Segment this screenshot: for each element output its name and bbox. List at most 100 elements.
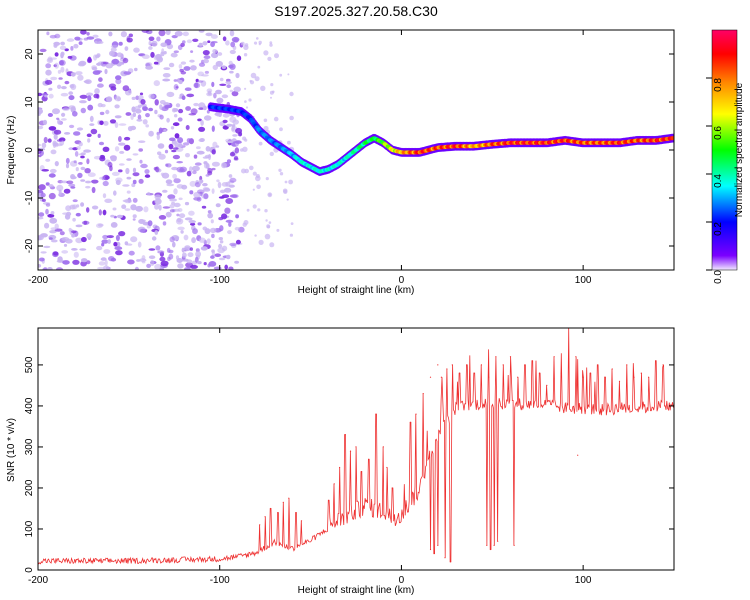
noise-speck	[98, 261, 106, 266]
noise-speck	[140, 163, 148, 169]
noise-speck	[54, 52, 59, 57]
noise-speck	[169, 236, 175, 243]
noise-speck	[162, 73, 171, 78]
noise-speck	[103, 120, 109, 126]
noise-speck	[232, 134, 238, 137]
noise-speck	[138, 148, 143, 152]
noise-speck	[107, 161, 113, 168]
noise-speck	[192, 170, 197, 175]
noise-speck	[158, 153, 166, 160]
noise-speck	[98, 209, 102, 216]
noise-speck	[180, 71, 187, 75]
noise-speck	[182, 252, 187, 258]
snr-xlabel: Height of straight line (km)	[298, 585, 415, 596]
noise-speck	[199, 138, 205, 142]
noise-speck	[41, 169, 49, 172]
scatter-speck	[278, 168, 282, 172]
noise-speck	[155, 245, 161, 251]
noise-speck	[114, 146, 120, 152]
noise-speck	[118, 142, 126, 146]
noise-speck	[125, 243, 133, 246]
noise-speck	[146, 263, 152, 268]
noise-speck	[228, 221, 232, 227]
noise-speck	[165, 163, 172, 168]
noise-speck	[166, 91, 175, 98]
scatter-speck	[250, 72, 257, 79]
noise-speck	[166, 117, 170, 123]
noise-speck	[211, 233, 215, 239]
noise-speck	[47, 138, 52, 143]
noise-speck	[101, 242, 105, 247]
noise-speck	[189, 180, 197, 187]
snr-spike-point	[611, 368, 613, 370]
noise-speck	[212, 64, 218, 71]
noise-speck	[83, 149, 91, 153]
snr-spike-point	[333, 483, 335, 485]
noise-speck	[137, 241, 142, 248]
noise-speck	[48, 87, 53, 91]
noise-speck	[138, 95, 144, 100]
noise-speck	[50, 227, 58, 231]
noise-speck	[164, 104, 173, 109]
noise-speck	[118, 231, 126, 237]
noise-speck	[159, 267, 164, 270]
noise-speck	[177, 117, 183, 122]
noise-speck	[214, 253, 221, 257]
noise-speck	[118, 169, 123, 173]
noise-speck	[91, 205, 99, 210]
noise-speck	[102, 209, 107, 216]
noise-speck	[224, 264, 228, 270]
spectrogram-ylabel: Frequency (Hz)	[6, 116, 17, 185]
noise-speck	[221, 245, 228, 252]
noise-speck	[208, 153, 211, 161]
noise-speck	[137, 114, 142, 120]
noise-speck	[136, 118, 143, 122]
noise-speck	[231, 124, 236, 127]
scatter-speck	[270, 96, 272, 99]
y-tick-label: 0	[24, 567, 35, 573]
scatter-speck	[245, 106, 249, 109]
noise-speck	[116, 52, 123, 58]
snr-spike-point	[626, 364, 628, 366]
noise-speck	[182, 31, 189, 37]
noise-speck	[226, 159, 232, 164]
noise-speck	[110, 86, 117, 91]
noise-speck	[173, 84, 179, 91]
noise-speck	[198, 179, 203, 185]
noise-speck	[225, 198, 234, 204]
noise-speck	[192, 38, 199, 42]
snr-frame	[37, 327, 675, 571]
noise-speck	[72, 217, 76, 222]
y-tick-label: 400	[24, 397, 35, 414]
noise-speck	[191, 237, 197, 244]
noise-speck	[103, 249, 111, 254]
noise-speck	[68, 227, 72, 232]
noise-speck	[75, 71, 83, 76]
spectrogram-marks	[38, 30, 674, 270]
noise-speck	[65, 163, 70, 169]
snr-spike-point	[640, 372, 642, 374]
noise-speck	[185, 125, 190, 130]
snr-spike-point	[604, 376, 606, 378]
noise-speck	[193, 154, 198, 159]
noise-speck	[45, 63, 52, 69]
noise-speck	[219, 77, 224, 82]
colorbar-axes: 0.0 0.2 0.4 0.6 0.8	[706, 77, 724, 284]
noise-speck	[145, 65, 154, 70]
noise-speck	[108, 256, 115, 262]
noise-speck	[126, 190, 131, 194]
noise-speck	[94, 88, 100, 95]
noise-speck	[198, 126, 206, 132]
y-tick-label: -20	[24, 238, 35, 253]
snr-spike-point	[618, 380, 621, 382]
noise-speck	[178, 64, 183, 69]
noise-speck	[185, 153, 190, 158]
snr-spike-point	[662, 364, 664, 366]
noise-speck	[62, 260, 70, 265]
noise-speck	[80, 260, 87, 267]
scatter-speck	[289, 115, 294, 121]
noise-speck	[203, 58, 210, 64]
noise-speck	[86, 133, 92, 138]
noise-speck	[72, 259, 80, 265]
colorbar-tick-label: 0.2	[713, 222, 724, 236]
